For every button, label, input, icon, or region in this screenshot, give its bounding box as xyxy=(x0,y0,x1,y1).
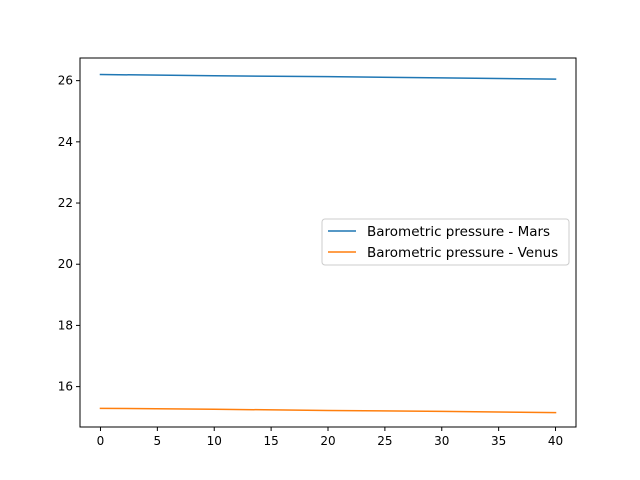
y-tick-label: 26 xyxy=(58,74,73,88)
plot-lines xyxy=(99,73,557,414)
series-line-barometric-pressure-mars xyxy=(99,73,557,80)
x-tick-label: 30 xyxy=(434,434,449,448)
y-tick-label: 20 xyxy=(58,257,73,271)
x-axis: 0 5 10 15 20 25 30 35 40 xyxy=(97,427,563,448)
x-tick-label: 35 xyxy=(491,434,506,448)
x-tick-label: 15 xyxy=(263,434,278,448)
legend-label-mars: Barometric pressure - Mars xyxy=(367,224,550,240)
x-tick-label: 10 xyxy=(207,434,222,448)
x-tick-label: 5 xyxy=(154,434,162,448)
y-tick-label: 16 xyxy=(58,380,73,394)
series-line-barometric-pressure-venus xyxy=(99,407,557,414)
y-tick-label: 22 xyxy=(58,196,73,210)
x-tick-label: 0 xyxy=(97,434,105,448)
legend-box xyxy=(321,218,570,266)
x-tick-label: 25 xyxy=(377,434,392,448)
legend: Barometric pressure - Mars Barometric pr… xyxy=(321,218,570,266)
y-tick-label: 24 xyxy=(58,135,73,149)
y-tick-label: 18 xyxy=(58,318,73,332)
legend-label-venus: Barometric pressure - Venus xyxy=(367,245,558,261)
x-tick-label: 40 xyxy=(548,434,563,448)
x-tick-label: 20 xyxy=(320,434,335,448)
y-axis: 16 18 20 22 24 26 xyxy=(58,74,80,394)
